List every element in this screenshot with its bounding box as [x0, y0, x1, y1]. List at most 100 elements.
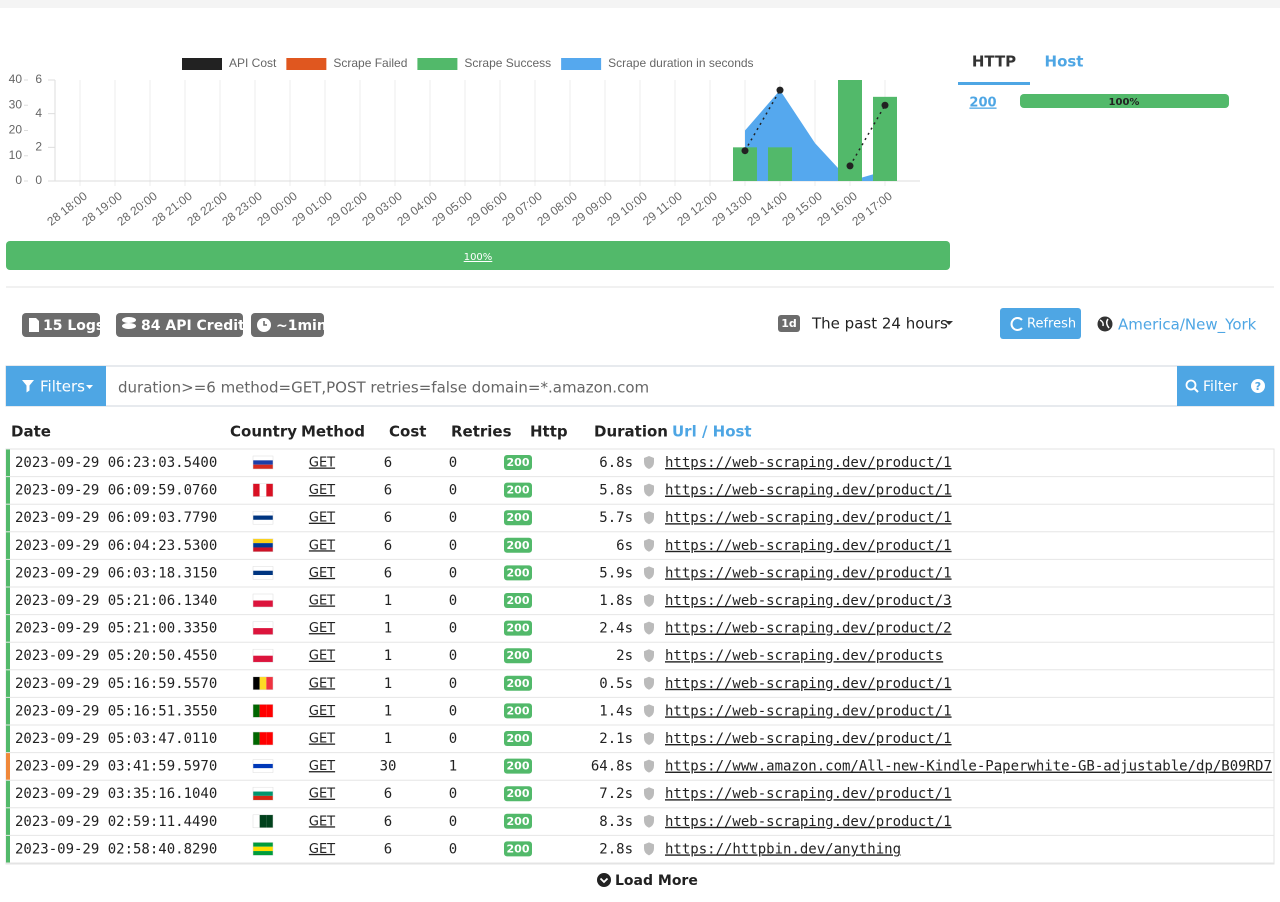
flag-stripe — [253, 520, 273, 524]
url: https://web-scraping.dev/product/3 — [665, 593, 952, 609]
load-more[interactable]: Load More — [615, 873, 698, 889]
y2-tick-label: 2 — [35, 140, 42, 154]
retries: 0 — [449, 538, 457, 554]
http-code: 200 — [507, 649, 530, 662]
flag-stripe — [260, 484, 267, 497]
flag-stripe — [253, 460, 273, 464]
icon-doc — [29, 318, 39, 332]
duration: 2.4s — [599, 621, 633, 637]
credits: 84 API Credits — [141, 318, 253, 334]
method: GET — [309, 538, 335, 553]
row-status — [6, 588, 10, 615]
flag-stripe — [253, 547, 273, 551]
method: GET — [309, 456, 335, 471]
time-range[interactable]: The past 24 hours — [811, 315, 948, 333]
date: 2023-09-29 06:23:03.5400 — [15, 455, 217, 471]
row-status — [6, 670, 10, 697]
flag-stripe — [260, 704, 267, 717]
duration: 6s — [616, 538, 633, 554]
http-code: 200 — [507, 704, 530, 717]
url: https://web-scraping.dev/products — [665, 648, 943, 664]
cost: 6 — [384, 814, 392, 830]
retries: 0 — [449, 483, 457, 499]
icon-coins — [122, 317, 136, 323]
column-header: Country — [230, 423, 297, 441]
row-status — [6, 753, 10, 780]
http-code: 200 — [507, 484, 530, 497]
refresh-label: Refresh — [1027, 317, 1076, 332]
duration: 0.5s — [599, 676, 633, 692]
legend-label: Scrape Failed — [333, 56, 407, 70]
legend-swatch — [417, 58, 457, 70]
tab-underline — [958, 82, 1030, 85]
flag-stripe — [253, 571, 273, 575]
date: 2023-09-29 05:16:51.3550 — [15, 703, 217, 719]
line-point — [777, 87, 784, 94]
timezone[interactable]: America/New_York — [1118, 316, 1257, 335]
retries: 0 — [449, 455, 457, 471]
flag-stripe — [253, 768, 273, 772]
date: 2023-09-29 03:41:59.5970 — [15, 759, 217, 775]
method: GET — [309, 621, 335, 636]
flag-stripe — [253, 575, 273, 579]
url: https://web-scraping.dev/product/1 — [665, 538, 952, 554]
duration: 8.3s — [599, 814, 633, 830]
flag-stripe — [260, 677, 267, 690]
range-badge: 1d — [781, 317, 797, 330]
cost: 6 — [384, 510, 392, 526]
filter-query[interactable]: duration>=6 method=GET,POST retries=fals… — [118, 379, 649, 397]
flag-stripe — [253, 815, 260, 828]
flag-stripe — [253, 796, 273, 800]
cost: 6 — [384, 483, 392, 499]
line-point — [847, 162, 854, 169]
flag-stripe — [253, 511, 273, 515]
duration: ~1min — [276, 318, 327, 334]
duration: 6.8s — [599, 455, 633, 471]
http-code: 200 — [507, 511, 530, 524]
icon-chevron — [597, 873, 611, 887]
http-code: 200 — [507, 732, 530, 745]
url: https://httpbin.dev/anything — [665, 841, 901, 857]
retries: 0 — [449, 621, 457, 637]
method: GET — [309, 483, 335, 498]
legend-label: API Cost — [229, 56, 277, 70]
flag-stripe — [253, 601, 273, 608]
y-tick-label: 20 — [9, 123, 23, 137]
duration: 2.8s — [599, 841, 633, 857]
cost: 6 — [384, 841, 392, 857]
tab[interactable]: Host — [1045, 53, 1084, 71]
method: GET — [309, 704, 335, 719]
flag-stripe — [253, 732, 260, 745]
duration: 1.8s — [599, 593, 633, 609]
method: GET — [309, 732, 335, 747]
row-status — [6, 477, 10, 504]
tab[interactable]: HTTP — [972, 53, 1016, 71]
method: GET — [309, 649, 335, 664]
line-point — [882, 102, 889, 109]
column-header: Date — [11, 423, 51, 441]
url: https://web-scraping.dev/product/1 — [665, 786, 952, 802]
flag-stripe — [253, 516, 273, 520]
url: https://web-scraping.dev/product/1 — [665, 814, 952, 830]
status-code[interactable]: 200 — [969, 96, 996, 111]
method: GET — [309, 787, 335, 802]
filters-label: Filters — [40, 378, 85, 396]
icon-globe — [1098, 317, 1113, 332]
legend-swatch — [286, 58, 326, 70]
flag-stripe — [253, 622, 273, 629]
cost: 6 — [384, 455, 392, 471]
row-status — [6, 560, 10, 587]
retries: 0 — [449, 593, 457, 609]
duration: 64.8s — [591, 759, 633, 775]
cost: 1 — [384, 648, 392, 664]
retries: 0 — [449, 814, 457, 830]
url: https://web-scraping.dev/product/1 — [665, 483, 952, 499]
retries: 0 — [449, 786, 457, 802]
method: GET — [309, 842, 335, 857]
http-code: 200 — [507, 787, 530, 800]
cost: 6 — [384, 538, 392, 554]
flag-stripe — [266, 815, 273, 828]
date: 2023-09-29 05:21:00.3350 — [15, 621, 217, 637]
url: https://web-scraping.dev/product/2 — [665, 621, 952, 637]
